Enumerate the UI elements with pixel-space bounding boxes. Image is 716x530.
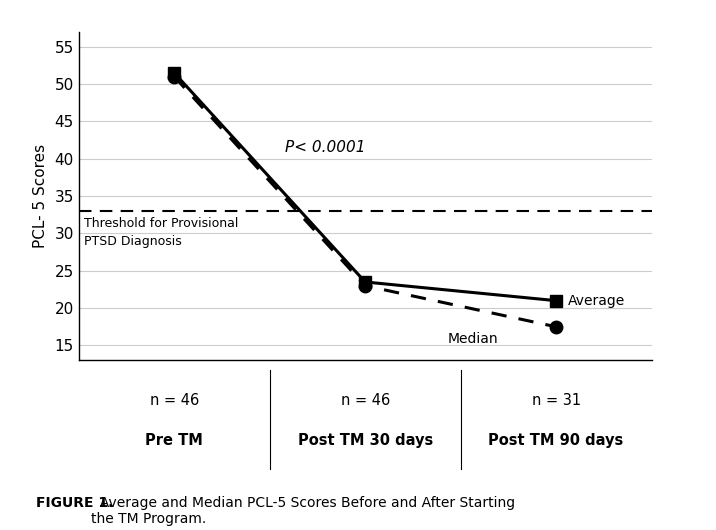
Text: n = 46: n = 46 <box>150 393 199 408</box>
Text: Average and Median PCL-5 Scores Before and After Starting
the TM Program.: Average and Median PCL-5 Scores Before a… <box>91 496 515 526</box>
Text: n = 46: n = 46 <box>341 393 390 408</box>
Text: PTSD Diagnosis: PTSD Diagnosis <box>84 235 183 248</box>
Text: Post TM 90 days: Post TM 90 days <box>488 432 624 448</box>
Text: FIGURE 1.: FIGURE 1. <box>36 496 113 509</box>
Text: Threshold for Provisional: Threshold for Provisional <box>84 217 239 230</box>
Text: Median: Median <box>448 332 498 346</box>
Text: P< 0.0001: P< 0.0001 <box>285 140 365 155</box>
Text: Average: Average <box>568 294 625 307</box>
Y-axis label: PCL- 5 Scores: PCL- 5 Scores <box>33 144 47 248</box>
Text: n = 31: n = 31 <box>531 393 581 408</box>
Text: Post TM 30 days: Post TM 30 days <box>298 432 432 448</box>
Text: Pre TM: Pre TM <box>145 432 203 448</box>
